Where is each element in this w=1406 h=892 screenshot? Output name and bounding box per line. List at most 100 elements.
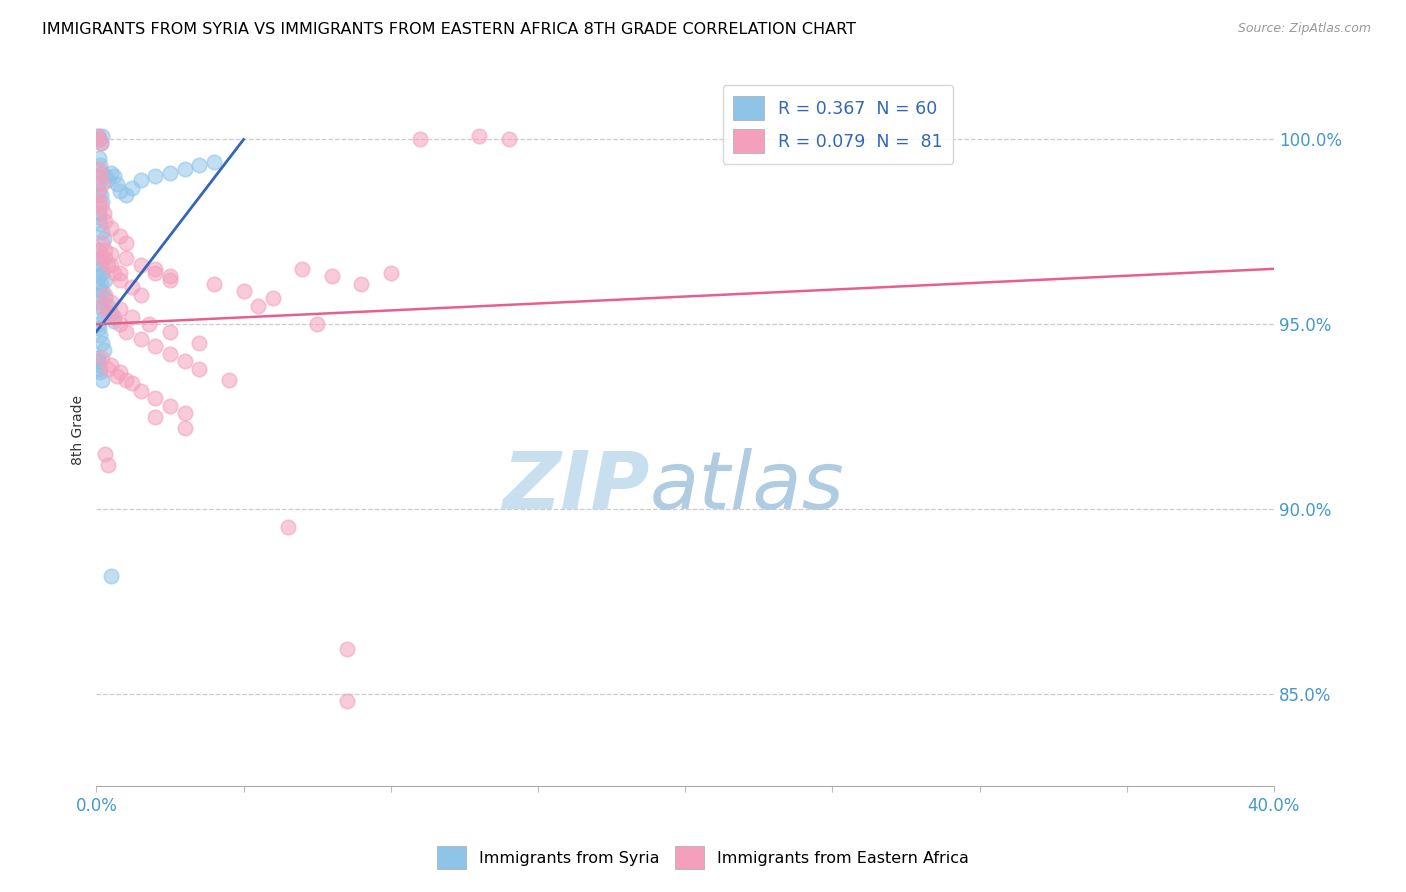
Point (91, 128, 114, 143)
Point (114, 235, 136, 250)
Point (498, 132, 520, 146)
Point (89, 169, 111, 184)
Point (247, 299, 270, 313)
Point (188, 158, 211, 172)
Point (173, 162, 195, 177)
Point (87, 188, 110, 202)
Point (89, 132, 111, 146)
Text: atlas: atlas (650, 448, 845, 525)
Point (409, 132, 432, 146)
Point (87, 206, 110, 220)
Point (94, 287, 117, 301)
Point (262, 292, 284, 306)
Point (90, 136, 112, 151)
Point (103, 169, 125, 184)
Point (90, 188, 112, 202)
Point (100, 358, 122, 372)
Point (90, 335, 112, 350)
Point (129, 258, 152, 272)
Point (159, 273, 181, 287)
Point (97, 458, 120, 472)
Point (202, 277, 225, 291)
Point (143, 266, 166, 280)
Point (94, 251, 117, 265)
Point (143, 391, 166, 405)
Text: ZIP: ZIP (502, 448, 650, 525)
Point (100, 247, 122, 261)
Point (87, 318, 110, 332)
Legend: Immigrants from Syria, Immigrants from Eastern Africa: Immigrants from Syria, Immigrants from E… (430, 839, 976, 875)
Point (89, 244, 111, 258)
Point (97, 258, 120, 272)
Point (188, 335, 211, 350)
Point (114, 373, 136, 387)
Point (94, 292, 117, 306)
Point (143, 339, 166, 353)
Point (114, 188, 136, 202)
Point (159, 325, 181, 339)
Point (277, 520, 299, 534)
Text: IMMIGRANTS FROM SYRIA VS IMMIGRANTS FROM EASTERN AFRICA 8TH GRADE CORRELATION CH: IMMIGRANTS FROM SYRIA VS IMMIGRANTS FROM… (42, 22, 856, 37)
Point (143, 409, 166, 424)
Point (87, 351, 110, 365)
Point (94, 244, 117, 258)
Point (97, 306, 120, 320)
Point (103, 310, 125, 324)
Point (89, 295, 111, 310)
Point (129, 173, 152, 187)
Point (108, 273, 131, 287)
Point (87, 261, 110, 276)
Point (100, 221, 122, 235)
Point (100, 568, 122, 582)
Point (87, 177, 110, 191)
Point (291, 261, 314, 276)
Point (108, 228, 131, 243)
Point (90, 258, 112, 272)
Point (87, 210, 110, 224)
Point (380, 266, 402, 280)
Point (89, 158, 111, 172)
Point (89, 328, 111, 343)
Point (89, 218, 111, 232)
Point (173, 421, 195, 435)
Point (121, 310, 143, 324)
Point (129, 287, 152, 301)
Point (87, 354, 110, 368)
Point (97, 361, 120, 376)
Point (100, 166, 122, 180)
Point (94, 273, 117, 287)
Point (218, 373, 240, 387)
Point (108, 302, 131, 317)
Point (91, 299, 114, 313)
Point (143, 169, 166, 184)
Point (173, 406, 195, 420)
Point (232, 284, 254, 298)
Point (91, 251, 114, 265)
Point (87, 162, 110, 177)
Point (89, 184, 111, 198)
Point (89, 365, 111, 379)
Point (94, 446, 117, 460)
Point (94, 214, 117, 228)
Point (159, 347, 181, 361)
Point (91, 177, 114, 191)
Point (100, 258, 122, 272)
Point (90, 302, 112, 317)
Point (87, 128, 110, 143)
Point (105, 177, 128, 191)
Point (159, 269, 181, 284)
Point (87, 280, 110, 294)
Point (91, 266, 114, 280)
Point (108, 318, 131, 332)
Point (91, 284, 114, 298)
Point (89, 132, 111, 146)
Point (87, 128, 110, 143)
Point (336, 642, 359, 657)
Point (100, 295, 122, 310)
Point (350, 277, 373, 291)
Point (97, 299, 120, 313)
Point (90, 136, 112, 151)
Point (321, 269, 343, 284)
Point (87, 321, 110, 335)
Point (173, 354, 195, 368)
